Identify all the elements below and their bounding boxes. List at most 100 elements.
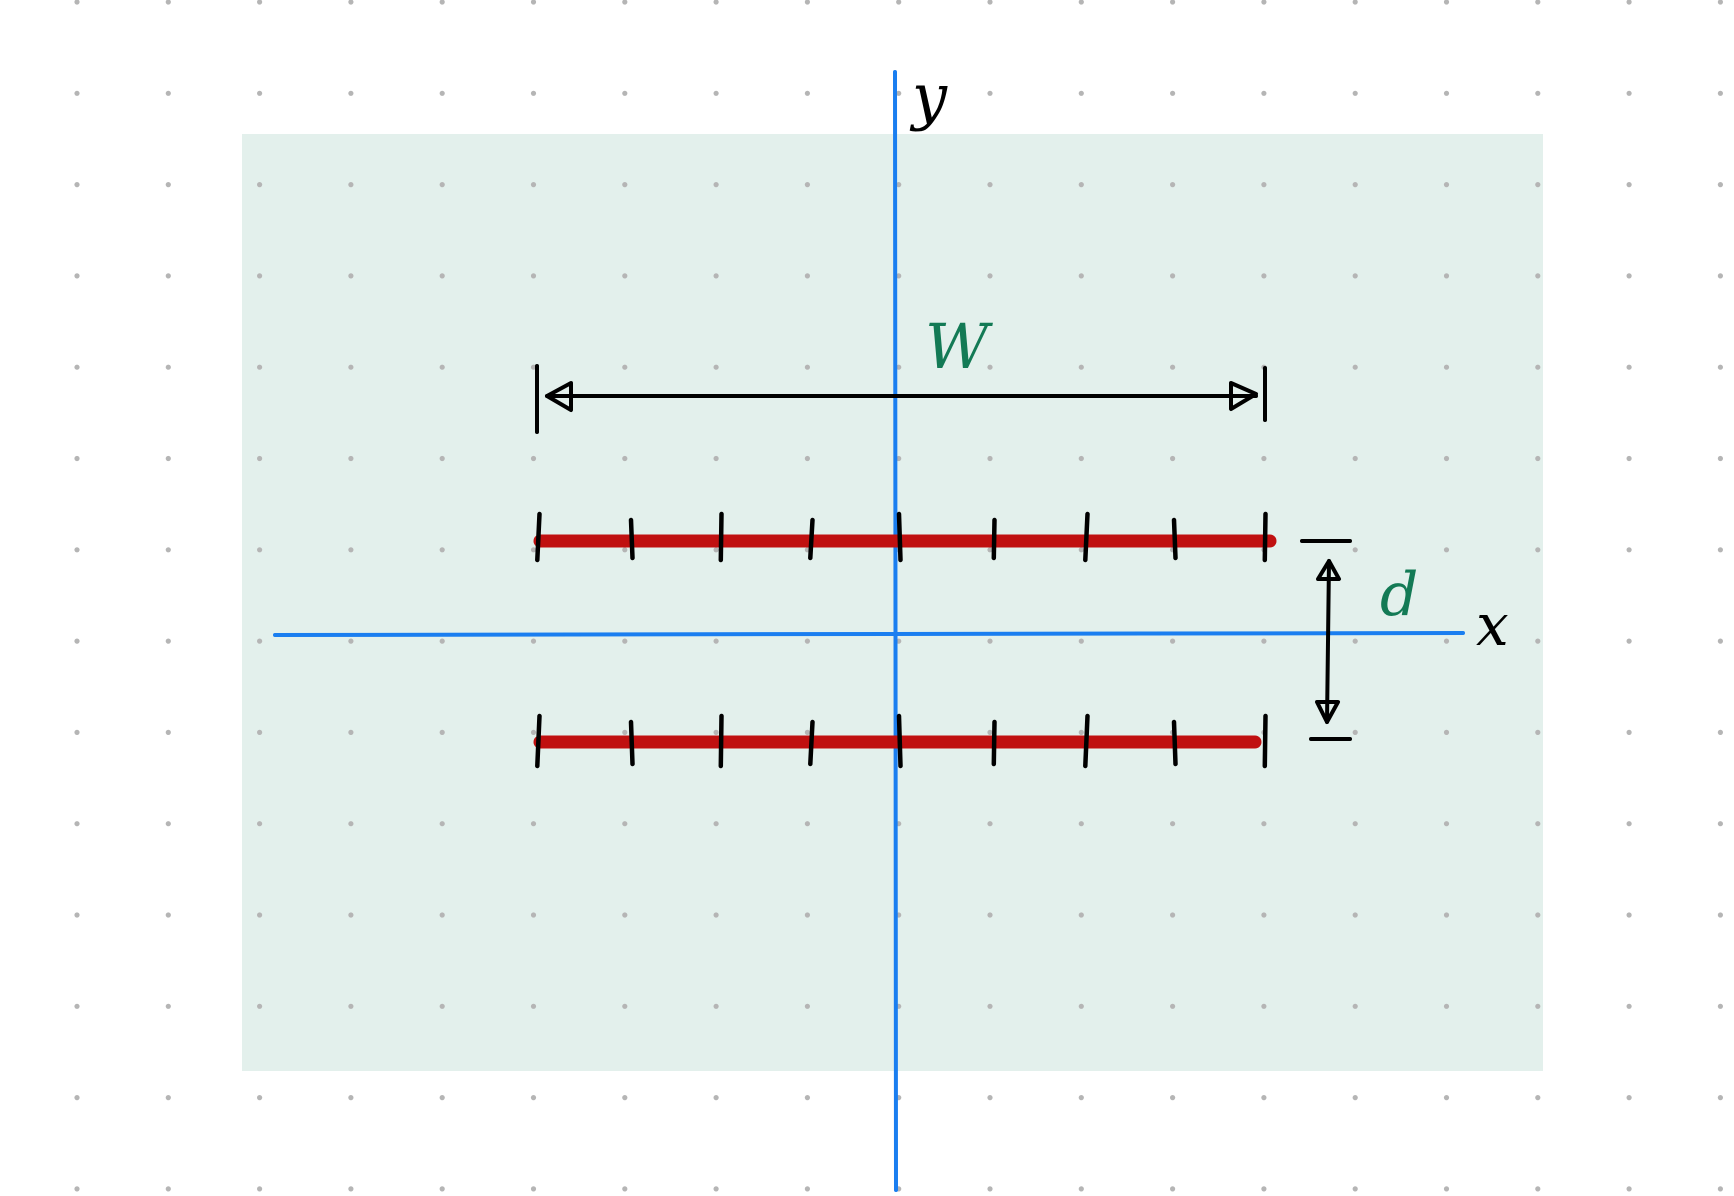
grid-dot (1535, 0, 1541, 5)
grid-dot (1078, 1186, 1084, 1192)
plate-tick (535, 713, 542, 769)
grid-dot (1535, 1095, 1541, 1101)
grid-dot (1535, 638, 1541, 644)
grid-dot (987, 821, 993, 827)
grid-dot (74, 912, 80, 918)
grid-dot (165, 182, 171, 188)
grid-dot (74, 1003, 80, 1009)
grid-dot (1717, 912, 1723, 918)
grid-dot (165, 821, 171, 827)
grid-dot (1352, 547, 1358, 553)
grid-dot (987, 182, 993, 188)
grid-dot (713, 821, 719, 827)
grid-dot (987, 0, 993, 5)
grid-dot (1170, 90, 1176, 96)
grid-dot (622, 1003, 628, 1009)
grid-dot (804, 182, 811, 188)
grid-dot (622, 273, 628, 279)
grid-dot (165, 547, 171, 553)
grid-dot (257, 364, 263, 370)
grid-dot (530, 912, 537, 918)
grid-dot (713, 364, 719, 370)
plate-tick (535, 511, 542, 563)
plate-tick (991, 719, 997, 767)
grid-dot (1078, 821, 1084, 827)
grid-dot (257, 547, 263, 553)
grid-dot (1078, 638, 1084, 644)
grid-dot (165, 273, 171, 279)
grid-dot (622, 90, 628, 96)
grid-dot (165, 90, 171, 96)
plate-tick (628, 719, 635, 767)
grid-dot (713, 1186, 719, 1192)
grid-dot (1626, 1186, 1632, 1192)
grid-dot (530, 547, 537, 553)
grid-dot (1443, 182, 1450, 188)
grid-dot (348, 90, 354, 96)
grid-dot (439, 547, 445, 553)
top-plate (533, 511, 1277, 563)
grid-dot (622, 1095, 628, 1101)
grid-dot (804, 0, 810, 5)
grid-dot (1535, 1003, 1541, 1009)
grid-dot (896, 0, 902, 5)
grid-dot (1352, 1003, 1358, 1009)
grid-dot (1352, 364, 1358, 370)
grid-dot (1535, 90, 1541, 96)
grid-dot (530, 90, 537, 96)
separation-dimension (1300, 539, 1352, 741)
grid-dot (257, 729, 263, 736)
grid-dot (257, 912, 263, 918)
grid-dot (987, 638, 993, 644)
grid-dot (348, 912, 354, 918)
grid-dot (713, 0, 719, 5)
grid-dot (1443, 1186, 1450, 1192)
y-axis-label: y (909, 60, 948, 133)
grid-dot (165, 729, 171, 736)
grid-dot (1443, 0, 1450, 5)
grid-dot (165, 0, 171, 5)
plate-tick (808, 517, 815, 561)
grid-dot (1535, 821, 1541, 827)
width-label: W (925, 310, 993, 383)
grid-dot (530, 455, 537, 462)
grid-dot (622, 0, 628, 5)
grid-dot (348, 1003, 354, 1009)
grid-dot (1078, 547, 1084, 553)
grid-dot (1535, 729, 1541, 736)
grid-dot (165, 1186, 171, 1192)
grid-dot (439, 1186, 445, 1192)
grid-dot (1261, 638, 1267, 644)
grid-dot (1261, 821, 1267, 827)
panel-dot-grid (257, 182, 1541, 1009)
grid-dot (74, 455, 80, 462)
grid-dot (1717, 1186, 1723, 1192)
grid-dot (1443, 455, 1450, 462)
grid-dot (348, 1095, 354, 1101)
grid-dot (1443, 90, 1450, 96)
grid-dot (804, 638, 811, 644)
plate-tick (1262, 713, 1268, 769)
grid-dot (622, 1186, 628, 1192)
x-axis-line (273, 631, 1465, 637)
grid-dot (622, 912, 628, 918)
grid-dot (74, 729, 80, 736)
grid-dot (530, 182, 537, 188)
grid-dot (1261, 912, 1267, 918)
grid-dot (530, 0, 537, 5)
grid-dot (439, 1095, 445, 1101)
grid-dot (439, 364, 445, 370)
bottom-plate (533, 713, 1268, 769)
grid-dot (987, 912, 993, 918)
grid-dot (1352, 0, 1358, 5)
grid-dot (257, 182, 263, 188)
grid-dot (713, 638, 719, 644)
separation-label: d (1380, 560, 1418, 630)
grid-dot (439, 638, 445, 644)
grid-dot (1717, 1095, 1723, 1101)
grid-dot (439, 90, 445, 96)
grid-dot (896, 273, 902, 279)
plate-tick (896, 511, 903, 563)
grid-dot (439, 821, 445, 827)
grid-dot (713, 1095, 719, 1101)
